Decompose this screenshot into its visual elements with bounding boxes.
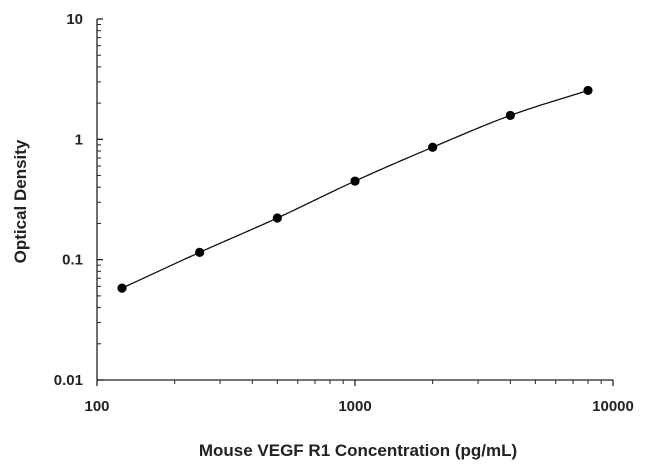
data-point (272, 213, 282, 223)
data-point (428, 142, 438, 152)
major-ticks (96, 18, 614, 386)
x-axis-title: Mouse VEGF R1 Concentration (pg/mL) (199, 441, 517, 460)
data-points (117, 85, 593, 293)
y-tick-label: 0.01 (54, 372, 83, 389)
data-point (583, 85, 593, 96)
y-axis-title: Optical Density (11, 139, 30, 263)
x-tick-label: 10000 (592, 398, 634, 415)
y-tick-labels: 0.01 0.1 1 10 (54, 11, 83, 389)
minor-ticks (97, 24, 602, 384)
data-point (505, 110, 515, 121)
y-tick-label: 1 (75, 131, 83, 148)
fit-curve (121, 89, 589, 289)
x-tick-label: 100 (84, 398, 109, 415)
y-tick-label: 10 (66, 11, 83, 28)
y-tick-label: 0.1 (62, 252, 83, 269)
data-point (117, 283, 127, 293)
data-point (350, 176, 360, 186)
data-point (195, 247, 205, 257)
x-tick-label: 1000 (338, 398, 371, 415)
x-tick-labels: 100 1000 10000 (84, 398, 633, 415)
